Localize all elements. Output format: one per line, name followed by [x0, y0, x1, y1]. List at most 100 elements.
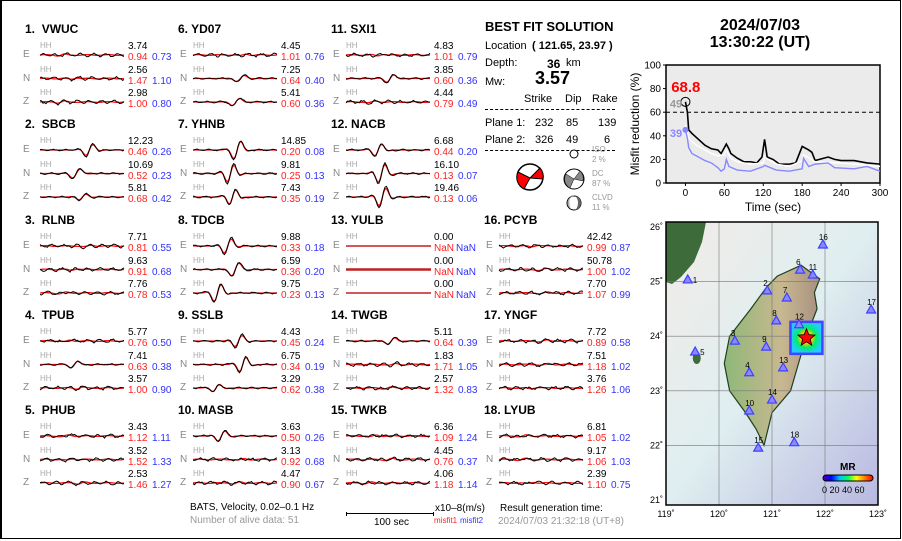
component-label: N	[486, 453, 494, 465]
station-triangle-icon[interactable]	[777, 361, 789, 372]
station-triangle-icon[interactable]	[794, 263, 806, 274]
misfit1-value: 0.64	[434, 338, 454, 349]
observed-trace	[345, 73, 431, 84]
time-scale-bar	[346, 512, 434, 516]
misfit2-value: NaN	[456, 243, 477, 254]
misfit1-value: 0.20	[281, 147, 301, 158]
component-label: Z	[333, 382, 340, 393]
misfit1-value: 1.10	[587, 480, 607, 491]
station-id-label: 17	[867, 298, 876, 307]
observed-trace	[39, 168, 125, 179]
station-name: PHUB	[41, 403, 76, 417]
component-label: Z	[180, 287, 187, 298]
misfit1-value: 0.50	[281, 433, 301, 444]
station-id-label: 18	[790, 431, 799, 440]
y-tick-label: 100	[644, 61, 661, 72]
observed-trace	[192, 384, 278, 393]
station-title: 17. YNGF	[484, 308, 537, 322]
amplitude-value: 7.51	[587, 350, 607, 362]
misfit2-value: 1.33	[152, 456, 172, 468]
station-name: YHNB	[191, 117, 226, 131]
amplitude-value: 14.85	[281, 136, 307, 147]
station-number: 11.	[331, 22, 348, 36]
station-triangle-icon[interactable]	[761, 284, 773, 295]
misfit1-value: 0.33	[281, 243, 301, 254]
component-label: Z	[23, 287, 30, 298]
station-title: 2. SBCB	[25, 117, 76, 131]
component-label: E	[333, 430, 340, 441]
station-name: SXI1	[350, 22, 377, 36]
station-number: 6.	[178, 22, 189, 36]
beachball-icon	[516, 163, 544, 191]
clvd-label: CLVD	[592, 193, 613, 202]
component-label: E	[180, 240, 187, 251]
station-number: 12.	[331, 117, 348, 131]
amplitude-value: 4.47	[281, 469, 301, 480]
station-triangle-icon[interactable]	[729, 334, 741, 345]
x-axis-label: Time (sec)	[745, 200, 801, 214]
station-triangle-icon[interactable]	[865, 303, 877, 314]
station-name: YNGF	[503, 308, 538, 322]
station-triangle-icon[interactable]	[760, 340, 772, 351]
component-label: N	[180, 167, 188, 179]
station-title: 10. MASB	[178, 403, 233, 417]
observed-trace	[192, 355, 278, 374]
misfit1-value: 0.52	[128, 170, 148, 182]
station-triangle-icon[interactable]	[743, 404, 755, 415]
station-number: 18.	[484, 403, 501, 417]
amplitude-value: 0.00	[434, 255, 454, 267]
synthetic-trace	[39, 53, 125, 57]
station-name: NACB	[351, 117, 386, 131]
observed-trace	[192, 480, 278, 486]
station-triangle-icon[interactable]	[781, 291, 793, 302]
station-name: TDCB	[191, 213, 225, 227]
clvd-icon	[566, 195, 582, 211]
event-date: 2024/07/03	[719, 17, 801, 34]
component-label: N	[333, 167, 341, 179]
observed-trace	[499, 338, 584, 345]
station-id-label: 5	[700, 348, 705, 357]
observed-trace	[345, 456, 431, 463]
table-divider	[485, 150, 615, 151]
misfit1-value: 1.32	[434, 385, 454, 396]
component-label: N	[180, 72, 188, 84]
component-label: E	[333, 49, 340, 60]
channel-label: HH	[40, 41, 52, 50]
station-name: TWGB	[351, 308, 388, 322]
station-triangle-icon[interactable]	[743, 366, 755, 377]
misfit1-value: 1.01	[434, 52, 454, 63]
station-triangle-icon[interactable]	[682, 273, 694, 284]
station-title: 8. TDCB	[178, 213, 225, 227]
misfit2-value: 0.24	[305, 338, 325, 349]
component-label: Z	[333, 191, 340, 202]
station-triangle-icon[interactable]	[689, 345, 701, 356]
amplitude-value: 9.17	[587, 445, 607, 457]
station-triangle-icon[interactable]	[788, 436, 800, 447]
station-triangle-icon[interactable]	[793, 318, 805, 329]
station-title: 9. SSLB	[178, 308, 223, 322]
station-triangle-icon[interactable]	[770, 314, 782, 325]
misfit2-value: 0.39	[458, 338, 478, 349]
station-triangle-icon[interactable]	[766, 393, 778, 404]
station-number: 2.	[25, 117, 36, 131]
observed-trace	[39, 385, 125, 392]
misfit2-value: 0.23	[152, 170, 172, 182]
misfit2-value: 0.20	[458, 147, 478, 158]
clvd-pct: 11 %	[592, 203, 610, 212]
misfit2-value: 0.37	[458, 456, 478, 468]
station-triangle-icon[interactable]	[752, 441, 764, 452]
x-tick-label: 180	[794, 188, 811, 199]
channel-label: HH	[193, 64, 205, 74]
x-tick-label: 0	[683, 188, 689, 199]
channel-label: HH	[40, 159, 52, 169]
misfit2-value: 0.36	[458, 75, 478, 87]
station-triangle-icon[interactable]	[807, 268, 819, 279]
observed-trace	[39, 75, 125, 82]
station-number: 14.	[331, 308, 348, 322]
amplitude-value: 3.29	[281, 374, 301, 385]
plane2-label: Plane 2:	[485, 134, 526, 146]
misfit2-value: 0.79	[458, 52, 478, 63]
station-triangle-icon[interactable]	[817, 238, 829, 249]
observed-trace	[498, 385, 584, 391]
